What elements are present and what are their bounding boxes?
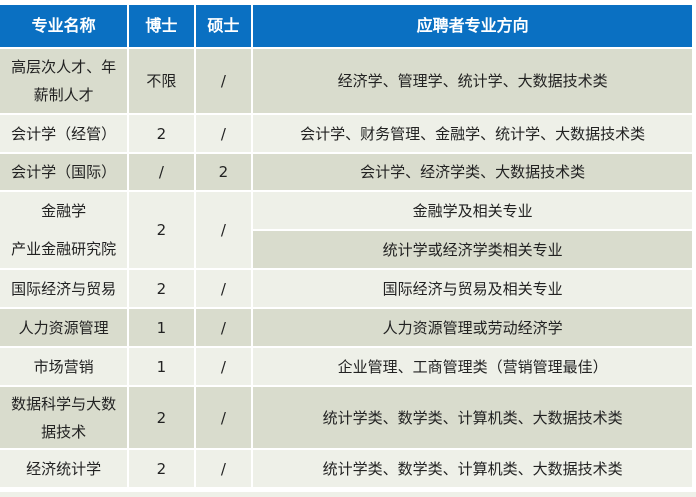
- cell-master: /: [195, 309, 252, 346]
- cell-major: 市场营销: [0, 348, 128, 385]
- table-row: 会计学（国际） / 2 会计学、经济学类、大数据技术类: [0, 154, 692, 190]
- table-row: 经济统计学 2 / 统计学类、数学类、计算机类、大数据技术类: [0, 450, 692, 487]
- cell-phd: /: [129, 154, 194, 190]
- table-row: 人力资源管理 1 / 人力资源管理或劳动经济学: [0, 309, 692, 346]
- cell-direction: 统计学或经济学类相关专业: [253, 231, 692, 268]
- cell-phd: 1: [129, 348, 194, 385]
- cell-direction: 统计学类、数学类、计算机类、大数据技术类: [253, 387, 692, 448]
- cell-master: /: [195, 115, 252, 152]
- cell-master: /: [195, 348, 252, 385]
- header-master: 硕士: [195, 5, 252, 47]
- cell-direction: 企业管理、工商管理类（营销管理最佳）: [253, 348, 692, 385]
- cell-phd: 1: [129, 309, 194, 346]
- table-subrow: 统计学或经济学类相关专业: [0, 231, 692, 268]
- table-row: 高层次人才、年薪制人才 不限 / 经济学、管理学、统计学、大数据技术类: [0, 49, 692, 113]
- cell-major: 数据科学与大数据技术: [0, 387, 128, 448]
- cell-major: 人力资源管理: [0, 309, 128, 346]
- cell-master: /: [195, 49, 252, 113]
- cell-phd: 2: [129, 450, 194, 487]
- cell-direction: 会计学、财务管理、金融学、统计学、大数据技术类: [253, 115, 692, 152]
- header-major: 专业名称: [0, 5, 128, 47]
- cell-major: 会计学（经管）: [0, 115, 128, 152]
- cell-direction: 金融学及相关专业: [253, 192, 692, 229]
- cell-phd: 2: [129, 192, 194, 268]
- table-row: 数据科学与大数据技术 2 / 统计学类、数学类、计算机类、大数据技术类: [0, 387, 692, 448]
- table-row: 国际经济与贸易 2 / 国际经济与贸易及相关专业: [0, 270, 692, 307]
- cell-direction: 会计学、经济学类、大数据技术类: [253, 154, 692, 190]
- cell-direction: 统计学类、数学类、计算机类、大数据技术类: [253, 450, 692, 487]
- table-row: 金融学 产业金融研究院 2 / 金融学及相关专业: [0, 192, 692, 268]
- header-phd: 博士: [129, 5, 194, 47]
- cell-master: /: [195, 270, 252, 307]
- cell-phd: 2: [129, 115, 194, 152]
- cell-direction: 国际经济与贸易及相关专业: [253, 270, 692, 307]
- cell-master: /: [195, 387, 252, 448]
- cell-direction: 经济学、管理学、统计学、大数据技术类: [253, 49, 692, 113]
- cell-major: 经济统计学: [0, 450, 128, 487]
- cell-phd: 2: [129, 387, 194, 448]
- cell-major: 会计学（国际）: [0, 154, 128, 190]
- table-header: 专业名称 博士 硕士 应聘者专业方向: [0, 5, 692, 47]
- header-direction: 应聘者专业方向: [253, 5, 692, 47]
- cell-master: /: [195, 450, 252, 487]
- cell-master: /: [195, 192, 252, 268]
- recruitment-table: 专业名称 博士 硕士 应聘者专业方向 高层次人才、年薪制人才 不限 / 经济学、…: [0, 3, 694, 489]
- cell-major: 金融学 产业金融研究院: [0, 192, 128, 268]
- major-line1: 金融学: [41, 202, 87, 220]
- table-row: 市场营销 1 / 企业管理、工商管理类（营销管理最佳）: [0, 348, 692, 385]
- cell-major: 国际经济与贸易: [0, 270, 128, 307]
- cell-direction: 人力资源管理或劳动经济学: [253, 309, 692, 346]
- table-bottom-strip: [0, 492, 696, 497]
- cell-major: 高层次人才、年薪制人才: [0, 49, 128, 113]
- cell-master: 2: [195, 154, 252, 190]
- cell-phd: 2: [129, 270, 194, 307]
- table-row: 会计学（经管） 2 / 会计学、财务管理、金融学、统计学、大数据技术类: [0, 115, 692, 152]
- major-line2: 产业金融研究院: [11, 240, 117, 258]
- cell-phd: 不限: [129, 49, 194, 113]
